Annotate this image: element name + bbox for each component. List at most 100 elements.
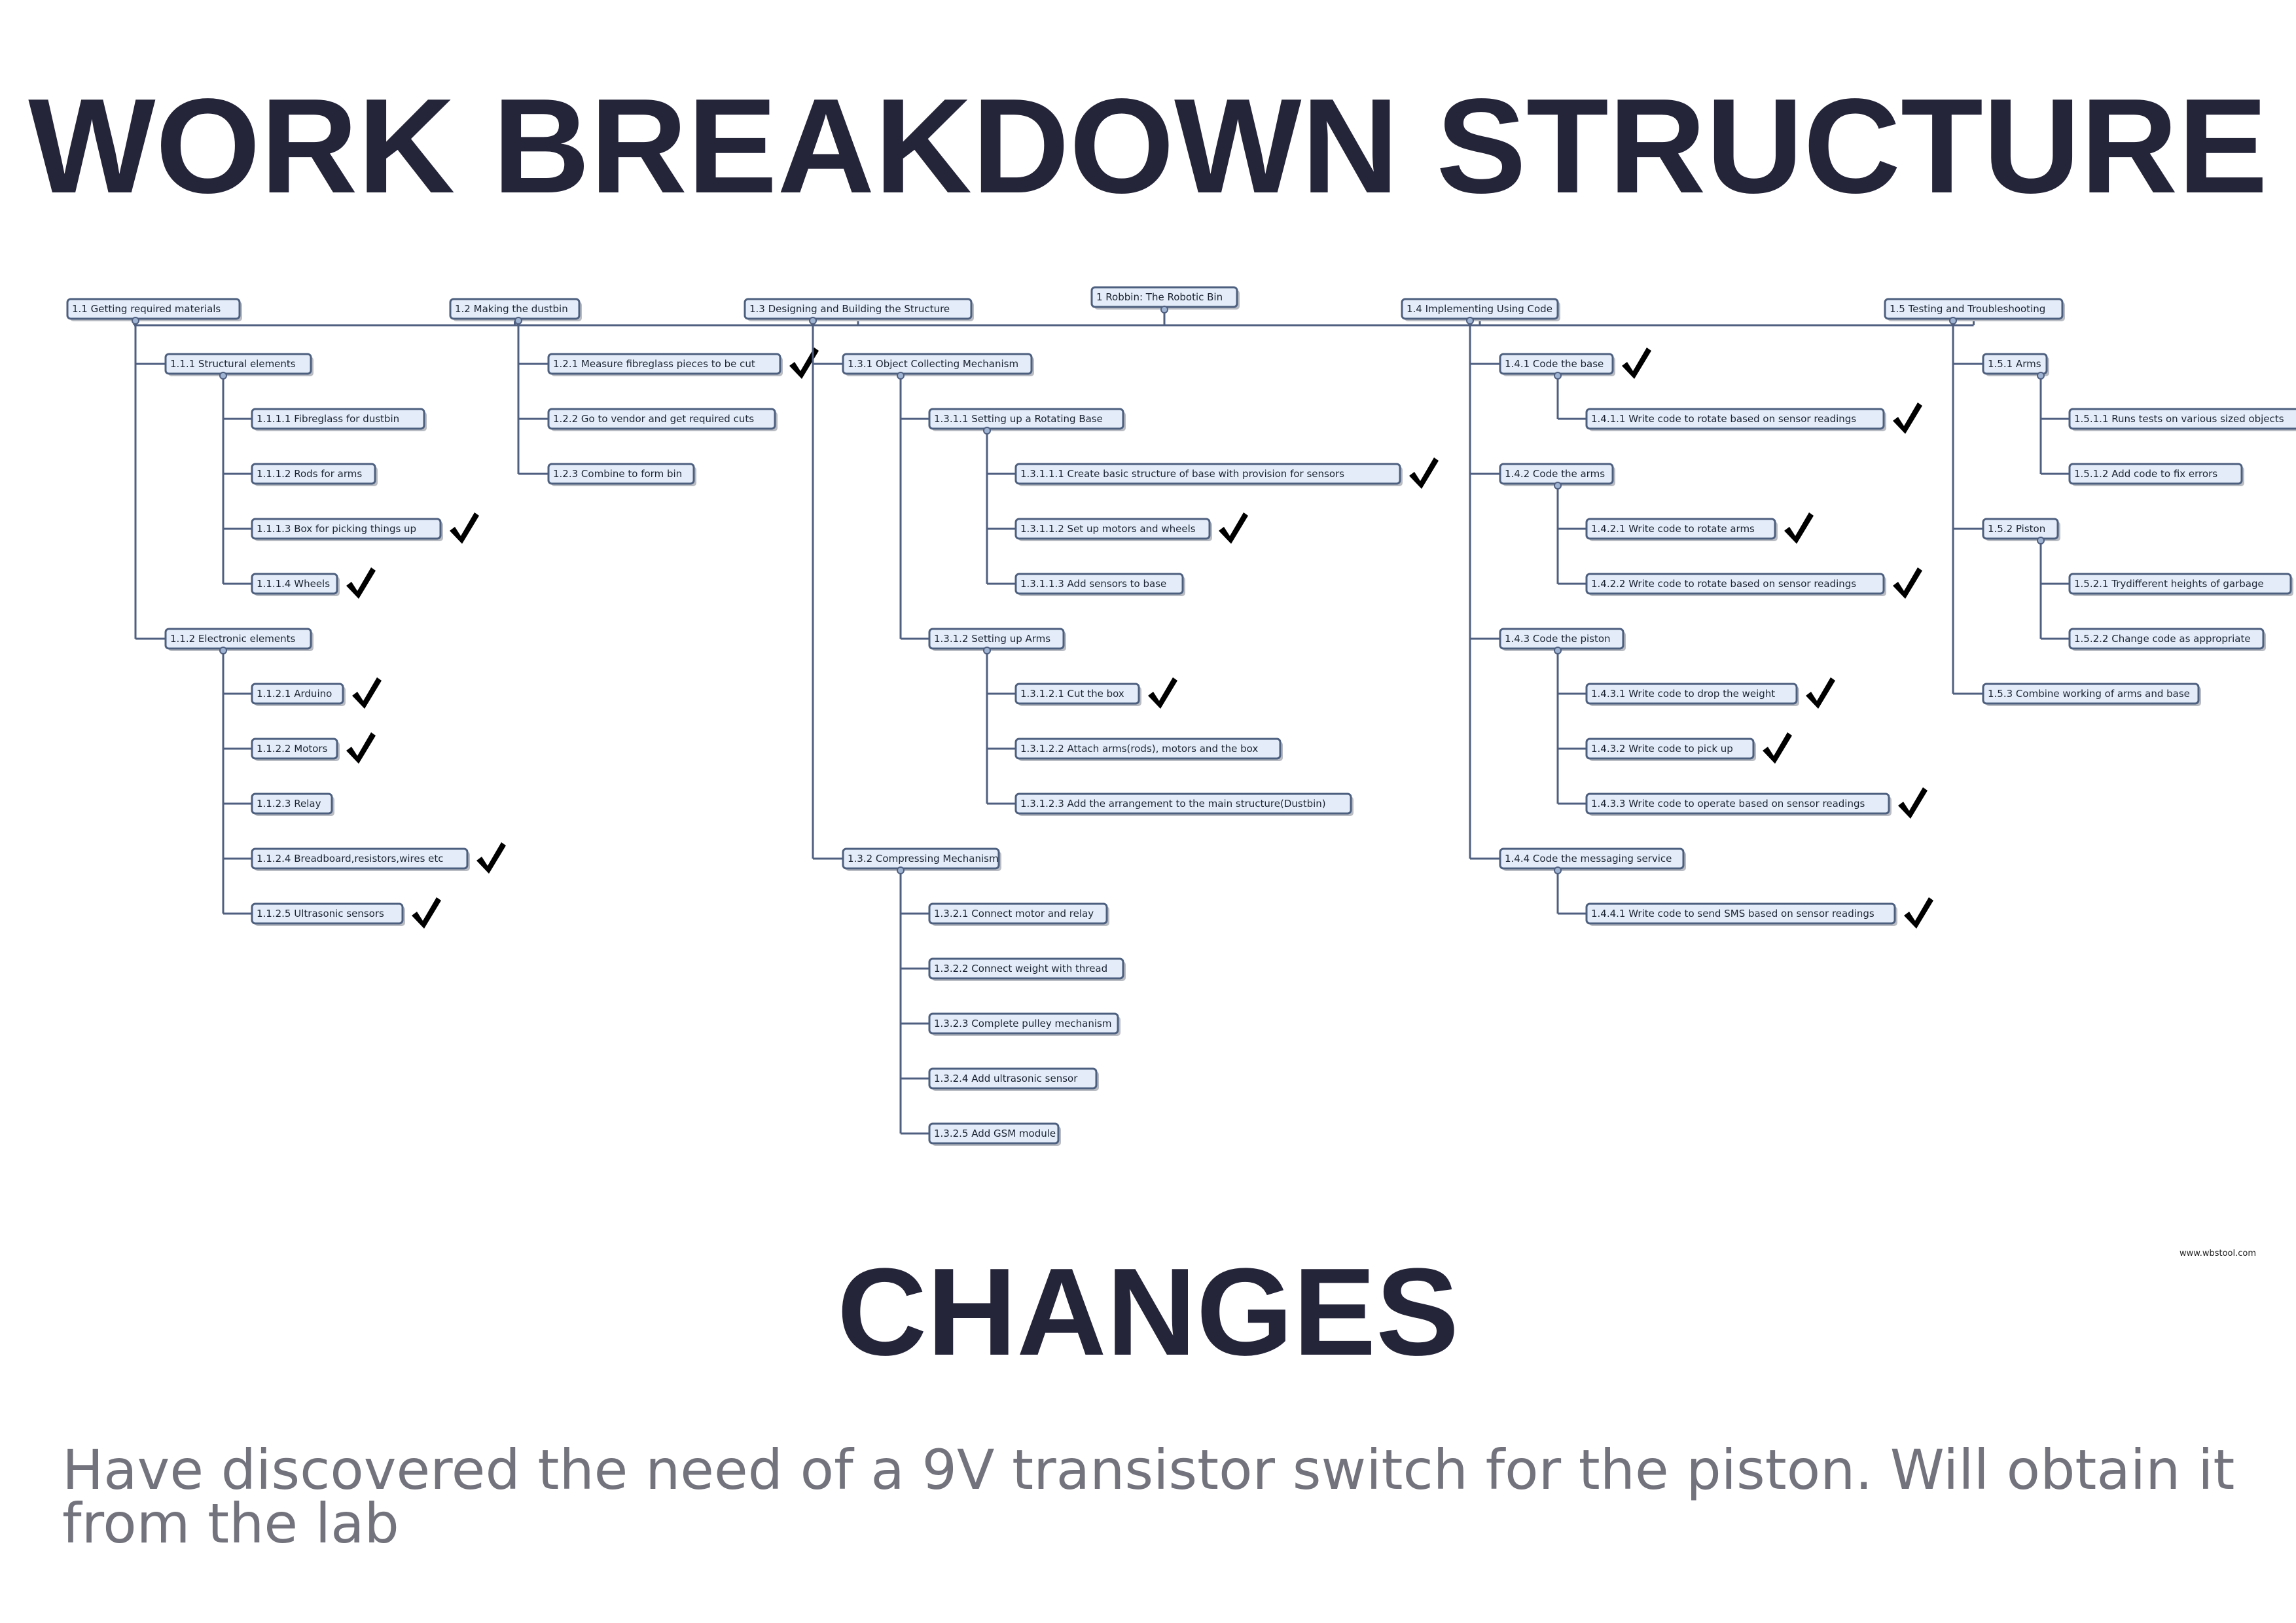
wbs-node-1-4-2-2: 1.4.2.2 Write code to rotate based on se… — [1585, 567, 1922, 599]
connector-dot — [219, 372, 227, 380]
node-label: 1.1.2.3 Relay — [257, 798, 321, 810]
node-label: 1.5.2 Piston — [1988, 523, 2045, 535]
node-box — [1014, 738, 1282, 760]
wbs-node-1-1-2-3: 1.1.2.3 Relay — [251, 793, 334, 816]
node-box — [928, 957, 1124, 980]
wbs-node-1-1-1-2: 1.1.1.2 Rods for arms — [251, 463, 378, 486]
node-box — [1499, 847, 1685, 870]
node-label: 1.5.1 Arms — [1988, 358, 2041, 370]
wbs-node-1-1-1-3: 1.1.1.3 Box for picking things up — [251, 512, 479, 544]
node-label: 1.3.2.3 Complete pulley mechanism — [934, 1018, 1111, 1029]
wbs-node-1-1-2-4: 1.1.2.4 Breadboard,resistors,wires etc — [251, 842, 506, 874]
node-label: 1.4.2.2 Write code to rotate based on se… — [1591, 578, 1856, 590]
node-label: 1.3.2 Compressing Mechanism — [848, 853, 999, 865]
node-label: 1.2 Making the dustbin — [455, 303, 568, 315]
wbs-node-1-5-2-1: 1.5.2.1 Trydifferent heights of garbage — [2068, 573, 2293, 596]
node-label: 1.5 Testing and Troubleshooting — [1890, 303, 2045, 315]
node-label: 1.3.1.1.3 Add sensors to base — [1020, 578, 1166, 590]
node-box — [251, 573, 338, 595]
wbs-node-1-1-2-2: 1.1.2.2 Motors — [251, 732, 376, 764]
checkmark-icon — [352, 677, 382, 709]
node-label: 1.1.2.5 Ultrasonic sensors — [257, 908, 384, 919]
connector-dot — [1554, 866, 1562, 874]
node-label: 1.1 Getting required materials — [72, 303, 221, 315]
node-label: 1.1.2 Electronic elements — [170, 633, 295, 645]
wbs-node-1-4-1: 1.4.1 Code the base — [1499, 348, 1651, 379]
wbs-node-1-4-1-1: 1.4.1.1 Write code to rotate based on se… — [1585, 402, 1922, 434]
connector-dot — [2037, 372, 2045, 380]
node-label: 1.1.1 Structural elements — [170, 358, 296, 370]
connector-dot — [983, 647, 991, 654]
wbs-node-1-3-1-1: 1.3.1.1 Setting up a Rotating Base — [928, 408, 1126, 431]
wbs-node-1-5-2: 1.5.2 Piston — [1982, 518, 2060, 541]
node-label: 1.4.1 Code the base — [1505, 358, 1604, 370]
node-label: 1.4.3 Code the piston — [1505, 633, 1611, 645]
wbs-node-1-3-2-1: 1.3.2.1 Connect motor and relay — [928, 902, 1109, 926]
checkmark-icon — [1219, 512, 1248, 544]
node-box — [164, 628, 312, 650]
wbs-node-1-3-1-1-3: 1.3.1.1.3 Add sensors to base — [1014, 573, 1185, 596]
checkmark-icon — [1904, 897, 1933, 929]
node-label: 1.4.1.1 Write code to rotate based on se… — [1591, 413, 1856, 425]
wbs-node-1-1-1: 1.1.1 Structural elements — [164, 353, 314, 376]
wbs-node-1-3-1-1-2: 1.3.1.1.2 Set up motors and wheels — [1014, 512, 1248, 544]
node-box — [251, 408, 425, 430]
wbs-node-1-3-1-1-1: 1.3.1.1.1 Create basic structure of base… — [1014, 457, 1439, 489]
node-label: 1.5.1.1 Runs tests on various sized obje… — [2074, 413, 2284, 425]
node-label: 1.3.1.2.3 Add the arrangement to the mai… — [1020, 798, 1326, 810]
connector-dot — [2037, 537, 2045, 544]
wbs-node-1-4-3-2: 1.4.3.2 Write code to pick up — [1585, 732, 1792, 764]
node-label: 1.3.1.2 Setting up Arms — [934, 633, 1050, 645]
node-box — [251, 738, 338, 760]
wbs-node-1-3-2-5: 1.3.2.5 Add GSM module — [928, 1122, 1061, 1146]
wbs-node-1-5-3: 1.5.3 Combine working of arms and base — [1982, 683, 2201, 706]
wbs-node-1-2-2: 1.2.2 Go to vendor and get required cuts — [547, 408, 778, 431]
node-label: 1.3.2.5 Add GSM module — [934, 1128, 1056, 1139]
node-box — [1585, 793, 1890, 815]
node-box — [1982, 353, 2048, 375]
node-box — [251, 902, 404, 925]
node-label: 1.2.3 Combine to form bin — [553, 468, 682, 480]
wbs-node-1-1-2: 1.1.2 Electronic elements — [164, 628, 314, 651]
node-label: 1.1.1.4 Wheels — [257, 578, 330, 590]
connector-dot — [1466, 317, 1474, 325]
wbs-node-1-4-4: 1.4.4 Code the messaging service — [1499, 847, 1686, 871]
connector-dot — [514, 317, 522, 325]
wbs-node-1-3-1-2-1: 1.3.1.2.1 Cut the box — [1014, 677, 1177, 709]
node-label: 1.4.3.2 Write code to pick up — [1591, 743, 1733, 755]
page-title: WORK BREAKDOWN STRUCTURE — [28, 71, 2268, 221]
node-label: 1.4.4 Code the messaging service — [1505, 853, 1672, 865]
node-box — [547, 353, 781, 375]
checkmark-icon — [346, 732, 376, 764]
wbs-node-1-1: 1.1 Getting required materials — [66, 298, 242, 321]
connector-dot — [1554, 482, 1562, 490]
node-box — [251, 847, 469, 870]
node-box — [1585, 573, 1885, 595]
connector-dot — [1160, 306, 1168, 313]
node-label: 1.3.1.2.2 Attach arms(rods), motors and … — [1020, 743, 1258, 755]
node-box — [449, 298, 581, 320]
checkmark-icon — [1806, 677, 1835, 709]
wbs-node-1-3-2-2: 1.3.2.2 Connect weight with thread — [928, 957, 1126, 981]
connector-dot — [897, 866, 905, 874]
wbs-node-1-2-3: 1.2.3 Combine to form bin — [547, 463, 696, 486]
node-box — [251, 683, 344, 705]
node-label: 1.1.1.3 Box for picking things up — [257, 523, 416, 535]
node-label: 1.3.1.1.1 Create basic structure of base… — [1020, 468, 1344, 480]
connector-dot — [1554, 647, 1562, 654]
node-box — [928, 1012, 1119, 1035]
node-box — [1884, 298, 2064, 320]
checkmark-icon — [346, 567, 376, 599]
node-label: 1.3 Designing and Building the Structure — [749, 303, 950, 315]
node-box — [251, 463, 376, 485]
checkmark-icon — [412, 897, 441, 929]
wbs-node-1-3-1: 1.3.1 Object Collecting Mechanism — [842, 353, 1034, 376]
node-box — [928, 1122, 1060, 1145]
wbs-node-1-5-1-1: 1.5.1.1 Runs tests on various sized obje… — [2068, 408, 2296, 431]
node-box — [547, 408, 776, 430]
checkmark-icon — [1784, 512, 1814, 544]
wbs-node-1-1-1-1: 1.1.1.1 Fibreglass for dustbin — [251, 408, 427, 431]
node-label: 1.1.1.2 Rods for arms — [257, 468, 362, 480]
node-box — [928, 1067, 1098, 1090]
